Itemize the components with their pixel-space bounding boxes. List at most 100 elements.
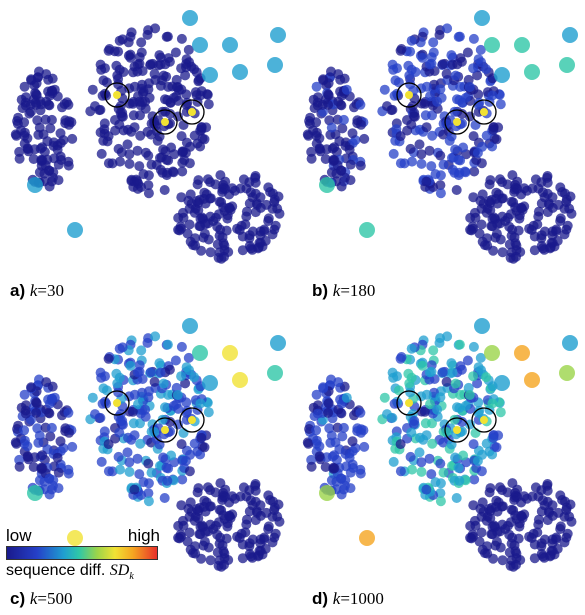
hotspot-point: [480, 108, 488, 116]
point: [435, 188, 446, 199]
point: [495, 482, 505, 493]
point: [336, 165, 347, 176]
point: [341, 84, 352, 95]
point: [129, 389, 140, 400]
hotspot-point: [188, 416, 196, 424]
point: [446, 358, 457, 369]
point: [329, 142, 340, 153]
point: [555, 521, 566, 532]
point: [117, 107, 128, 118]
point: [176, 500, 187, 511]
point: [460, 400, 471, 411]
point: [311, 389, 322, 400]
point: [491, 536, 502, 547]
point: [224, 510, 235, 521]
point: [453, 462, 464, 473]
outlier-point: [559, 365, 575, 381]
point: [273, 191, 284, 202]
point: [404, 70, 415, 81]
point: [11, 438, 22, 449]
point: [122, 447, 133, 458]
point: [19, 81, 30, 92]
caption-b: b) k=180: [312, 281, 375, 301]
point: [532, 219, 543, 230]
point: [261, 507, 272, 518]
point: [34, 122, 45, 133]
point: [44, 473, 55, 484]
legend-description: sequence diff. SDk: [6, 562, 134, 582]
point: [240, 219, 251, 230]
point: [128, 418, 139, 429]
hotspot-point: [453, 426, 461, 434]
point: [129, 176, 140, 187]
point: [224, 189, 235, 200]
point: [159, 185, 170, 195]
point: [477, 544, 488, 555]
point: [559, 229, 570, 240]
point: [395, 131, 406, 142]
point: [250, 496, 261, 507]
point: [200, 527, 211, 538]
point: [143, 392, 154, 403]
caption-a: a) k=30: [10, 281, 64, 301]
point: [134, 469, 145, 480]
point: [336, 181, 347, 192]
point: [157, 414, 168, 425]
point: [37, 155, 48, 166]
point: [63, 407, 74, 418]
point: [469, 166, 480, 177]
point: [218, 182, 229, 193]
point: [476, 527, 487, 538]
point: [435, 392, 446, 403]
point: [465, 224, 476, 235]
outlier-point: [494, 375, 510, 391]
point: [196, 124, 207, 135]
point: [469, 474, 480, 485]
point: [458, 142, 469, 153]
point: [487, 398, 498, 409]
point: [103, 158, 114, 169]
point: [90, 101, 100, 112]
point: [468, 439, 479, 450]
outlier-point: [524, 64, 540, 80]
point: [333, 377, 344, 388]
point: [19, 425, 30, 436]
point: [306, 153, 317, 164]
point: [432, 404, 443, 415]
point: [484, 179, 495, 190]
point: [514, 213, 525, 224]
point: [53, 467, 64, 478]
caption-letter: d): [312, 589, 329, 608]
point: [170, 47, 181, 58]
point: [217, 540, 228, 551]
point: [488, 432, 499, 443]
point: [393, 385, 404, 396]
point: [481, 515, 492, 526]
outlier-point: [202, 375, 218, 391]
point: [355, 468, 366, 479]
point: [49, 84, 60, 95]
point: [424, 145, 435, 156]
point: [199, 228, 210, 239]
point: [162, 475, 173, 486]
point: [95, 59, 106, 70]
point: [189, 515, 200, 526]
point: [173, 532, 184, 543]
point: [124, 158, 135, 169]
point: [404, 378, 415, 389]
point: [476, 466, 487, 477]
caption-c: c) k=500: [10, 589, 73, 609]
point: [127, 98, 138, 109]
point: [143, 188, 154, 199]
point: [497, 555, 508, 566]
point: [11, 130, 22, 141]
point: [336, 473, 347, 484]
point: [470, 120, 481, 130]
point: [465, 532, 476, 543]
point: [219, 251, 229, 262]
point: [542, 496, 553, 507]
point: [355, 407, 366, 418]
point: [129, 81, 140, 92]
point: [437, 59, 448, 70]
point: [468, 131, 479, 142]
